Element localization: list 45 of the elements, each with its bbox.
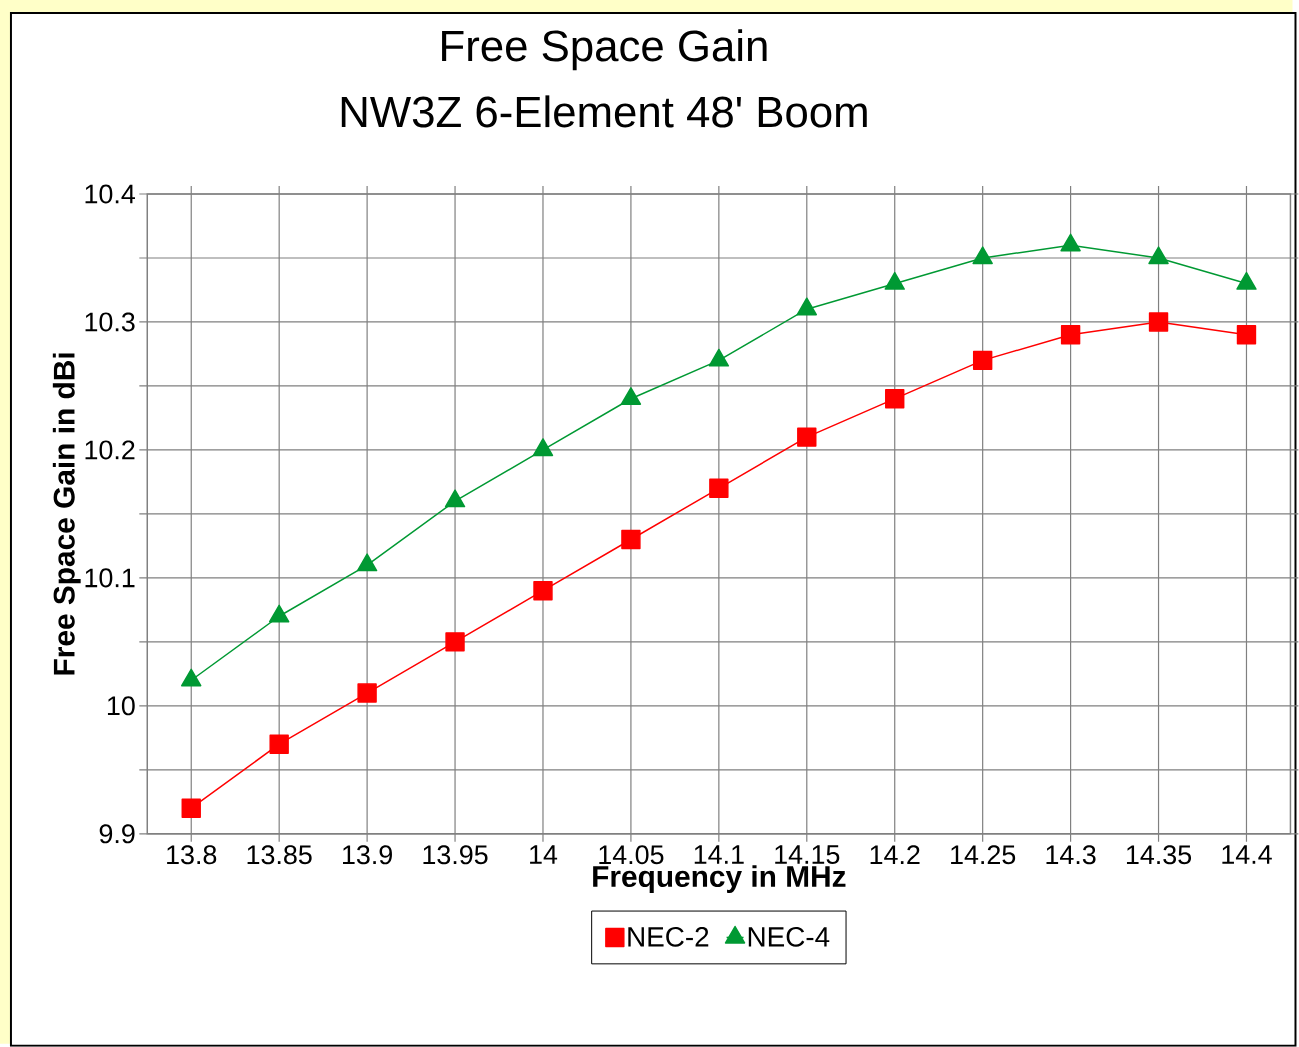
point xyxy=(709,478,729,499)
y-tick-label: 10.2 xyxy=(85,440,135,460)
point xyxy=(1236,272,1257,290)
point xyxy=(797,427,817,447)
x-tick-label: 14.35 xyxy=(1126,845,1192,865)
point xyxy=(445,632,465,652)
legend-label: NEC-2 xyxy=(628,927,709,947)
point xyxy=(1060,233,1081,252)
point xyxy=(1148,246,1169,265)
x-tick-label: 13.95 xyxy=(423,845,488,865)
x-tick-label: 13.8 xyxy=(167,845,217,865)
point xyxy=(885,389,905,409)
y-tick-label: 10 xyxy=(107,696,135,716)
point xyxy=(444,489,466,508)
point xyxy=(532,438,554,457)
y-tick-label: 10.1 xyxy=(85,568,135,588)
point xyxy=(357,683,377,703)
point xyxy=(620,387,642,406)
x-tick-label: 14.3 xyxy=(1046,845,1096,865)
y-axis-title: Free Space Gain in dBi xyxy=(52,353,81,675)
x-tick-label: 14.2 xyxy=(870,845,920,865)
point xyxy=(269,734,289,755)
y-tick-label: 10.4 xyxy=(85,184,135,204)
point xyxy=(972,246,993,265)
x-tick-label: 14 xyxy=(530,845,558,864)
y-tick-label: 10.3 xyxy=(85,312,135,332)
point xyxy=(884,272,905,290)
chart-subtitle: NW3Z 6-Element 48' Boom xyxy=(341,95,867,128)
x-tick-label: 13.9 xyxy=(343,845,392,865)
x-tick-label: 13.85 xyxy=(247,845,312,865)
legend-label: NEC-4 xyxy=(748,927,830,947)
point xyxy=(621,529,641,550)
point xyxy=(356,553,378,572)
x-tick-label: 14.15 xyxy=(775,845,840,865)
point xyxy=(708,348,730,367)
point xyxy=(796,297,818,316)
x-tick-label: 14.25 xyxy=(951,845,1016,865)
x-tick-label: 14.4 xyxy=(1222,845,1272,864)
x-axis-title: Frequency in MHz xyxy=(593,865,846,894)
chart-title: Free Space Gain xyxy=(442,29,767,71)
x-tick-label: 14.05 xyxy=(599,845,664,865)
x-tick-label: 14.1 xyxy=(694,845,744,864)
point xyxy=(533,581,553,601)
point xyxy=(181,798,201,819)
y-tick-label: 9.9 xyxy=(99,824,135,844)
